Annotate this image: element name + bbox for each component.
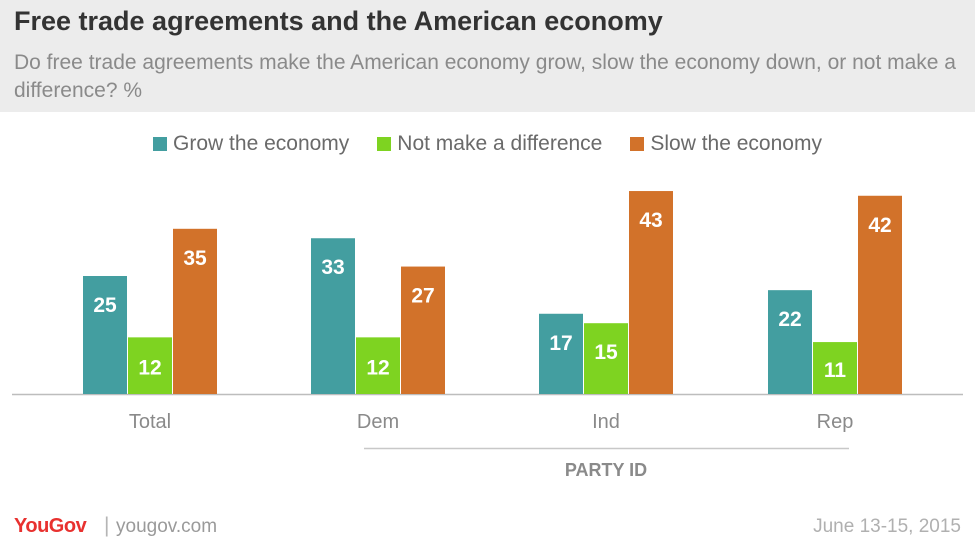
bar-ind-1 — [584, 323, 628, 394]
group-label-party-id: PARTY ID — [565, 460, 647, 480]
bar-rep-2 — [858, 195, 902, 394]
x-tick-label-rep: Rep — [817, 411, 854, 433]
data-label-rep-1: 11 — [824, 359, 847, 382]
bar-ind-2 — [629, 191, 673, 394]
legend-item-no-difference: Not make a difference — [377, 132, 602, 156]
footer-date: June 13-15, 2015 — [813, 516, 961, 537]
legend-item-slow: Slow the economy — [630, 132, 822, 156]
data-label-ind-0: 17 — [549, 332, 572, 355]
data-label-total-1: 12 — [138, 357, 161, 380]
data-label-dem-0: 33 — [321, 256, 344, 279]
data-label-dem-2: 27 — [411, 285, 434, 308]
legend-item-grow: Grow the economy — [153, 132, 349, 156]
bar-dem-0 — [311, 238, 355, 394]
header-band: Free trade agreements and the American e… — [0, 0, 975, 112]
bar-total-0 — [83, 276, 127, 394]
legend: Grow the economy Not make a difference S… — [0, 129, 975, 159]
data-label-total-2: 35 — [183, 247, 207, 270]
bar-total-2 — [173, 228, 217, 394]
data-label-ind-2: 43 — [639, 209, 662, 232]
legend-label-grow: Grow the economy — [173, 132, 350, 155]
legend-swatch-no-difference — [377, 137, 392, 151]
chart-title: Free trade agreements and the American e… — [14, 6, 663, 36]
legend-label-no-difference: Not make a difference — [397, 132, 603, 155]
legend-swatch-slow — [630, 137, 645, 151]
data-label-dem-1: 12 — [366, 357, 389, 380]
bar-rep-1 — [813, 342, 857, 394]
x-tick-label-dem: Dem — [357, 411, 399, 433]
legend-label-slow: Slow the economy — [650, 132, 822, 155]
footer-site-link[interactable]: yougov.com — [116, 516, 218, 537]
chart-subtitle: Do free trade agreements make the Americ… — [14, 51, 956, 102]
yougov-logo: YouGov — [14, 515, 87, 537]
bar-total-1 — [128, 337, 172, 394]
x-tick-label-ind: Ind — [592, 411, 620, 433]
data-label-rep-0: 22 — [778, 308, 801, 331]
bar-ind-0 — [539, 313, 583, 394]
bar-rep-0 — [768, 290, 812, 394]
bar-dem-2 — [401, 266, 445, 394]
data-label-ind-1: 15 — [594, 341, 618, 364]
legend-swatch-grow — [153, 137, 168, 151]
x-tick-label-total: Total — [129, 411, 171, 433]
data-label-total-0: 25 — [93, 294, 117, 317]
footer-separator: | — [104, 514, 110, 537]
bar-dem-1 — [356, 337, 400, 394]
data-label-rep-2: 42 — [868, 214, 891, 237]
